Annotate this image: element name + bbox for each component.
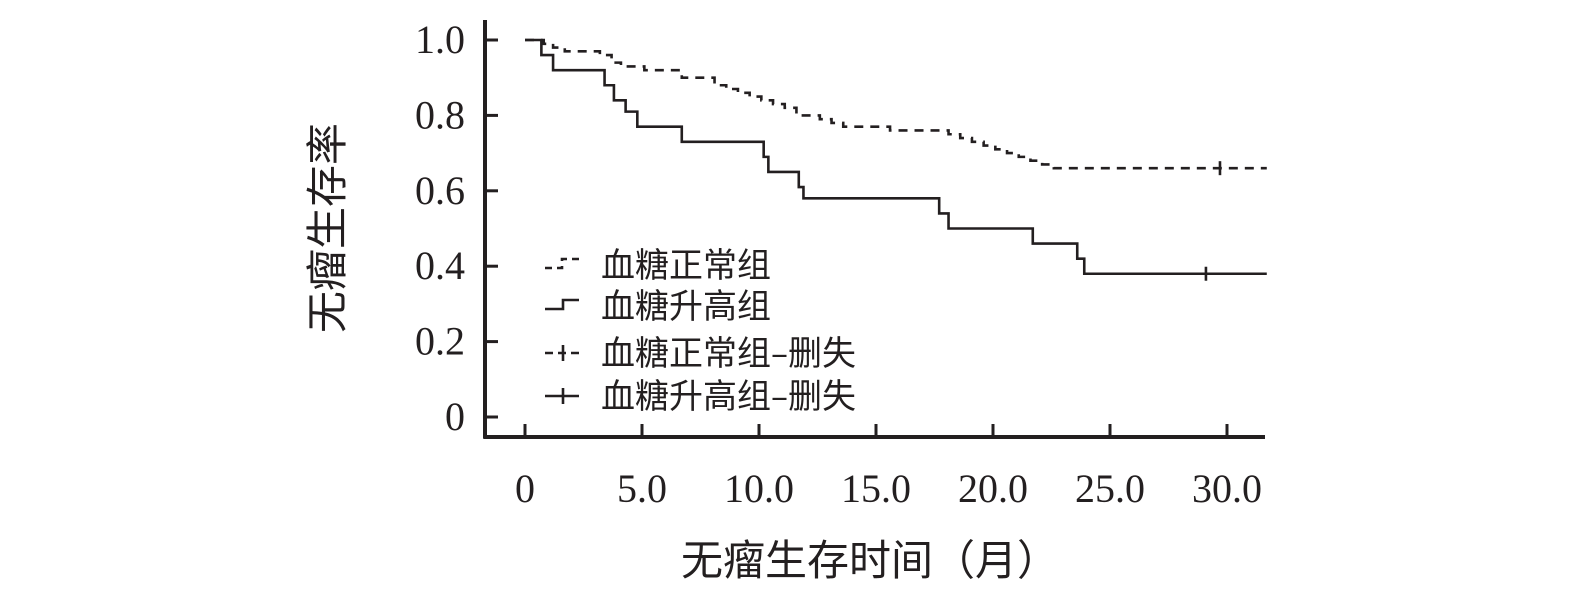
legend-label: 血糖正常组 [601, 246, 771, 286]
x-tick-label: 30.0 [1192, 466, 1262, 511]
series-line-high-glucose [525, 38, 1267, 276]
y-tick-label: 0.8 [415, 92, 465, 137]
x-tick-label: 25.0 [1075, 466, 1145, 511]
legend-symbol-normal-glucose [545, 257, 579, 270]
y-tick-label: 0 [445, 394, 465, 439]
series-layer [525, 38, 1267, 281]
x-tick-label: 0 [515, 466, 535, 511]
legend-label: 血糖升高组 [601, 287, 771, 327]
y-tick-label: 0.6 [415, 168, 465, 213]
y-tick-label: 0.4 [415, 243, 465, 288]
legend-label: 血糖正常组–删失 [601, 334, 856, 374]
x-tick-label: 10.0 [724, 466, 794, 511]
axis-layer: 0 0.2 0.4 0.6 0.8 1.0 0 5.0 10.0 15.0 20.0 25.0 30.0 [415, 17, 1265, 511]
legend-symbol-high-glucose [545, 298, 579, 311]
y-axis-title: 无瘤生存率 [303, 123, 352, 333]
x-tick-label: 20.0 [958, 466, 1028, 511]
y-tick-label: 0.2 [415, 319, 465, 364]
x-axis-title: 无瘤生存时间（月） [681, 536, 1059, 585]
x-tick-label: 5.0 [617, 466, 667, 511]
x-tick-label: 15.0 [841, 466, 911, 511]
legend-label: 血糖升高组–删失 [601, 377, 856, 417]
series-line-normal-glucose [525, 38, 1267, 170]
y-tick-label: 1.0 [415, 17, 465, 62]
